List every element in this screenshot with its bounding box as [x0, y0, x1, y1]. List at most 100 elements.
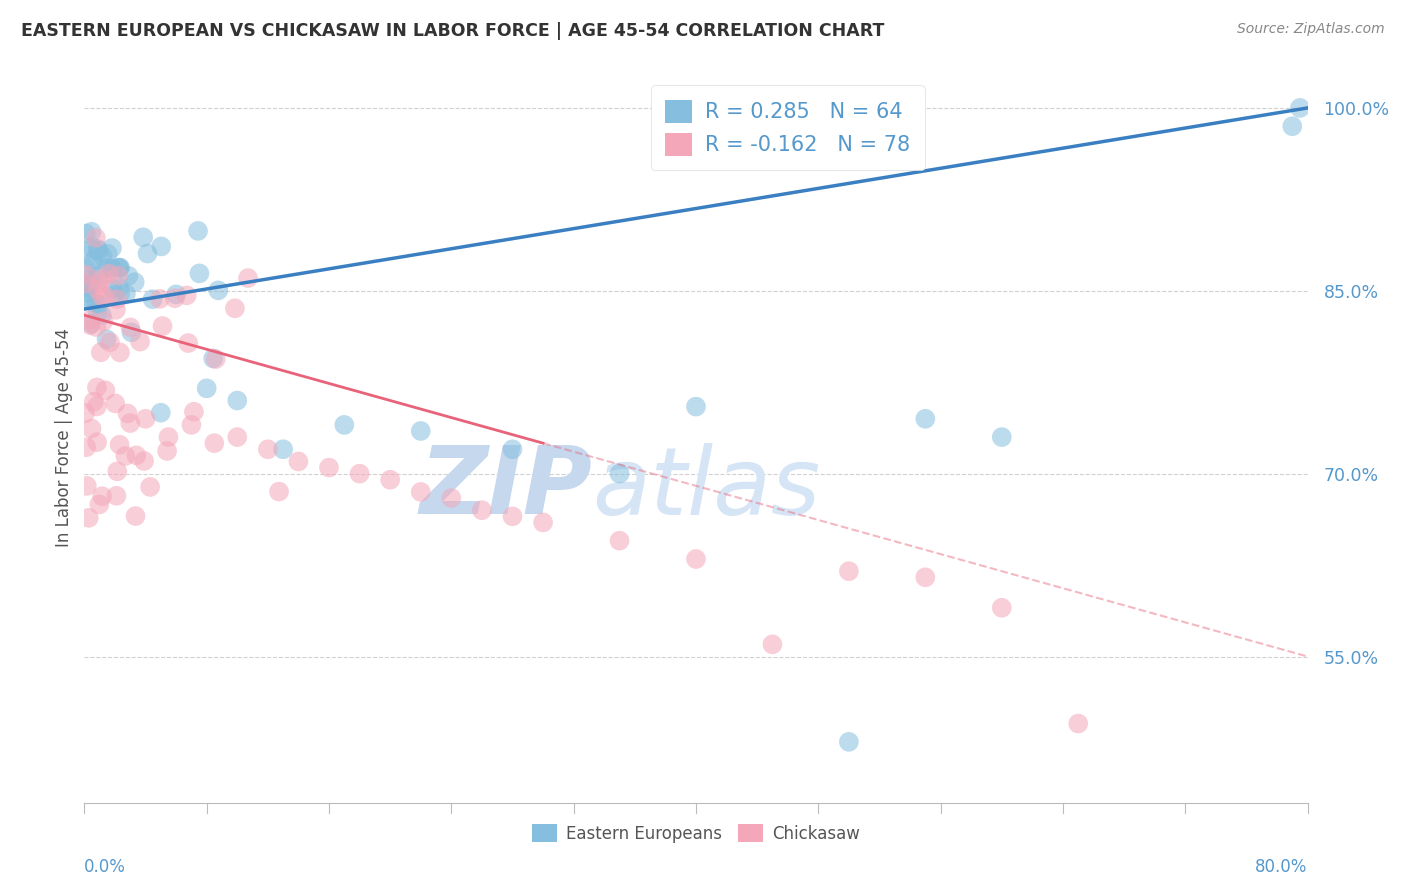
Point: [991, 430, 1014, 444]
Point: [267, 484, 290, 499]
Point: [187, 224, 209, 238]
Point: [86, 400, 108, 414]
Point: [117, 407, 139, 421]
Point: [502, 509, 524, 524]
Point: [838, 735, 860, 749]
Point: [149, 406, 172, 420]
Point: [188, 266, 211, 280]
Point: [80, 317, 103, 331]
Point: [838, 564, 860, 578]
Point: [94, 384, 117, 398]
Text: atlas: atlas: [592, 442, 820, 533]
Point: [91, 314, 114, 328]
Point: [157, 430, 180, 444]
Point: [76, 479, 98, 493]
Text: Source: ZipAtlas.com: Source: ZipAtlas.com: [1237, 22, 1385, 37]
Point: [80, 240, 103, 254]
Point: [80, 225, 103, 239]
Point: [226, 393, 249, 408]
Point: [120, 416, 142, 430]
Text: EASTERN EUROPEAN VS CHICKASAW IN LABOR FORCE | AGE 45-54 CORRELATION CHART: EASTERN EUROPEAN VS CHICKASAW IN LABOR F…: [21, 22, 884, 40]
Point: [108, 260, 131, 275]
Point: [104, 302, 127, 317]
Point: [349, 467, 371, 481]
Point: [129, 334, 152, 349]
Point: [124, 275, 146, 289]
Point: [287, 454, 309, 468]
Point: [257, 442, 280, 457]
Point: [84, 296, 107, 310]
Point: [1067, 716, 1090, 731]
Point: [98, 335, 121, 350]
Point: [165, 287, 187, 301]
Point: [236, 271, 259, 285]
Point: [991, 600, 1014, 615]
Point: [105, 464, 128, 478]
Point: [150, 239, 173, 253]
Point: [105, 292, 128, 306]
Point: [108, 261, 131, 276]
Point: [91, 249, 114, 263]
Point: [114, 449, 136, 463]
Point: [79, 278, 101, 293]
Point: [409, 485, 432, 500]
Point: [90, 308, 112, 322]
Point: [86, 435, 108, 450]
Point: [87, 297, 110, 311]
Point: [84, 320, 107, 334]
Point: [132, 230, 155, 244]
Point: [761, 637, 783, 651]
Point: [84, 231, 107, 245]
Point: [82, 274, 104, 288]
Point: [77, 281, 100, 295]
Point: [204, 352, 226, 367]
Point: [76, 285, 98, 300]
Point: [531, 516, 554, 530]
Point: [440, 491, 463, 505]
Legend: Eastern Europeans, Chickasaw: Eastern Europeans, Chickasaw: [526, 818, 866, 849]
Point: [98, 267, 121, 281]
Point: [82, 256, 104, 270]
Point: [124, 509, 146, 524]
Point: [107, 260, 129, 275]
Point: [108, 281, 131, 295]
Point: [1281, 119, 1303, 133]
Point: [86, 242, 108, 256]
Y-axis label: In Labor Force | Age 45-54: In Labor Force | Age 45-54: [55, 327, 73, 547]
Point: [86, 305, 108, 319]
Point: [180, 417, 202, 432]
Point: [142, 292, 165, 306]
Point: [609, 467, 631, 481]
Point: [685, 552, 707, 566]
Point: [89, 276, 111, 290]
Point: [80, 421, 103, 435]
Point: [333, 417, 356, 432]
Point: [90, 289, 112, 303]
Point: [202, 436, 225, 450]
Point: [96, 332, 118, 346]
Point: [75, 277, 97, 291]
Point: [75, 268, 97, 282]
Point: [176, 288, 198, 302]
Point: [101, 281, 124, 295]
Point: [177, 336, 200, 351]
Point: [75, 406, 97, 420]
Point: [87, 268, 110, 283]
Point: [79, 318, 101, 332]
Point: [75, 227, 97, 241]
Point: [79, 277, 101, 292]
Point: [914, 412, 936, 426]
Point: [156, 444, 179, 458]
Point: [409, 424, 432, 438]
Point: [100, 260, 122, 275]
Point: [91, 489, 114, 503]
Point: [195, 381, 218, 395]
Point: [502, 442, 524, 457]
Point: [105, 489, 128, 503]
Point: [101, 261, 124, 276]
Point: [82, 252, 104, 267]
Point: [104, 287, 127, 301]
Point: [75, 261, 97, 276]
Point: [89, 497, 111, 511]
Point: [86, 380, 108, 394]
